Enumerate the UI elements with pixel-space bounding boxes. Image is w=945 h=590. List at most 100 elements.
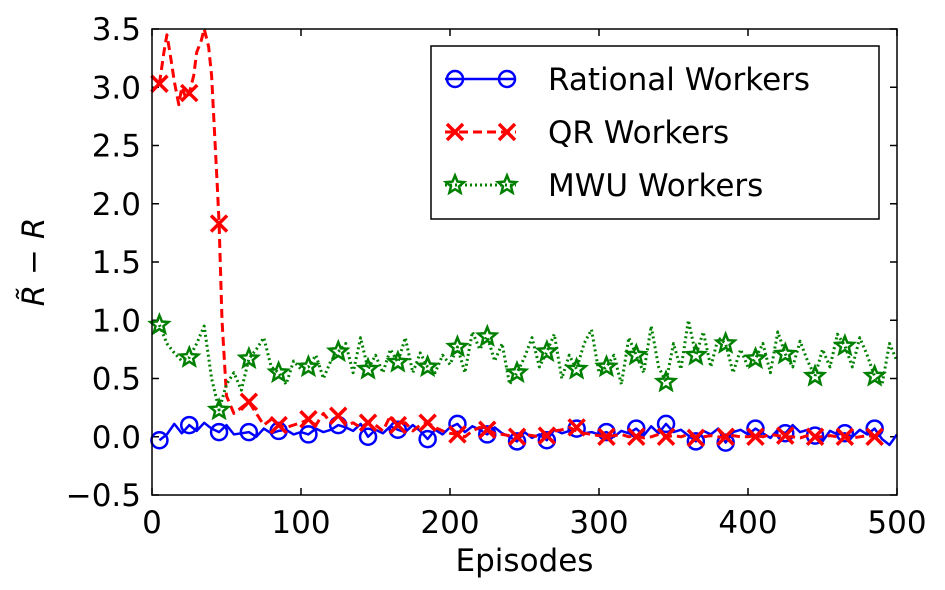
data-point-marker (236, 345, 262, 370)
data-point-marker (475, 323, 500, 347)
data-point-marker (776, 426, 795, 445)
y-tick-label: 0.5 (92, 362, 141, 398)
data-point-marker (713, 330, 738, 354)
data-point-marker (716, 427, 735, 446)
series-2 (147, 312, 899, 421)
data-point-marker (358, 427, 378, 446)
data-point-marker (355, 356, 381, 380)
y-tick-label: 1.0 (92, 303, 141, 339)
data-point-marker (594, 354, 619, 378)
data-point-marker (653, 369, 679, 393)
data-point-marker (597, 422, 616, 442)
data-point-marker (656, 414, 676, 434)
data-point-marker (266, 359, 291, 384)
x-tick-label: 200 (420, 505, 479, 541)
data-point-marker (835, 427, 855, 446)
data-point-marker (418, 429, 437, 449)
series-line (158, 318, 899, 412)
data-point-marker (686, 432, 706, 451)
data-point-marker (805, 427, 825, 446)
data-point-marker (180, 415, 199, 435)
data-point-marker (388, 420, 408, 440)
data-point-marker (209, 422, 229, 442)
x-tick-label: 300 (569, 505, 628, 541)
y-axis-title: R̃ − R (16, 218, 52, 307)
data-point-marker (656, 427, 676, 446)
axes: 0 100 200 300 400 500 −0.5 0.0 0.5 1.0 1.5 2.0 2.5 3.… (16, 12, 927, 579)
legend-marker (497, 69, 517, 89)
data-point-marker (326, 338, 351, 363)
legend-label: MWU Workers (548, 168, 763, 204)
data-point-marker (239, 422, 259, 442)
x-tick-label: 0 (142, 505, 162, 541)
data-point-marker (776, 424, 795, 443)
data-point-marker (209, 214, 229, 233)
data-point-marker (683, 342, 709, 366)
x-tick-label: 400 (718, 505, 777, 541)
y-tick-label: −0.5 (66, 478, 141, 514)
series-group (147, 27, 899, 452)
data-point-marker (269, 415, 288, 435)
data-point-marker (415, 354, 440, 378)
legend-marker (494, 172, 520, 196)
y-tick-label: 3.0 (92, 70, 141, 106)
data-point-marker (504, 359, 530, 384)
data-point-marker (296, 354, 321, 378)
data-point-marker (743, 345, 768, 370)
data-point-marker (832, 333, 858, 357)
x-axis-title: Episodes (456, 543, 594, 579)
data-point-marker (627, 427, 646, 446)
data-point-marker (862, 363, 887, 387)
data-point-marker (686, 428, 706, 448)
series-1 (150, 27, 884, 448)
data-point-marker (239, 392, 259, 412)
data-point-marker (507, 427, 527, 446)
y-tick-label: 0.0 (92, 420, 141, 456)
data-point-marker (206, 397, 232, 421)
x-tick-label: 100 (271, 505, 330, 541)
series-line (157, 27, 883, 440)
y-tick-label: 2.5 (92, 129, 141, 165)
data-point-marker (537, 430, 557, 450)
data-point-marker (445, 334, 470, 358)
legend-label: QR Workers (548, 115, 729, 151)
x-tick-label: 500 (867, 505, 926, 541)
data-point-marker (385, 349, 411, 373)
data-point-marker (299, 425, 318, 444)
data-point-marker (567, 418, 586, 437)
data-point-marker (150, 74, 169, 93)
data-point-marker (358, 413, 378, 433)
data-point-marker (597, 427, 616, 446)
legend-marker (442, 172, 468, 196)
legend-label: Rational Workers (548, 62, 810, 98)
data-point-marker (478, 420, 497, 439)
y-tick-label: 1.5 (92, 245, 141, 281)
data-point-marker (624, 342, 649, 366)
data-point-marker (564, 356, 589, 380)
data-point-marker (835, 424, 855, 443)
legend-marker (497, 122, 517, 142)
y-tick-label: 3.5 (92, 12, 141, 48)
plot-frame (151, 28, 898, 496)
legend-marker (445, 69, 465, 89)
data-point-marker (537, 426, 557, 445)
plot-area-border (151, 28, 898, 496)
data-point-marker (448, 414, 467, 434)
y-tick-label: 2.0 (92, 187, 141, 223)
data-point-marker (534, 338, 560, 363)
data-point-marker (865, 427, 884, 446)
legend-marker (445, 122, 465, 142)
data-point-marker (802, 363, 828, 387)
data-point-marker (147, 312, 172, 336)
data-point-marker (418, 413, 437, 433)
data-point-marker (329, 406, 348, 426)
data-point-marker (177, 344, 202, 368)
data-point-marker (388, 415, 408, 435)
legend: Rational Workers QR Workers MWU Workers (430, 45, 880, 220)
data-point-marker (448, 425, 467, 444)
data-point-marker (299, 410, 318, 429)
data-point-marker (773, 341, 798, 365)
data-point-marker (746, 427, 765, 446)
data-point-marker (507, 432, 527, 451)
